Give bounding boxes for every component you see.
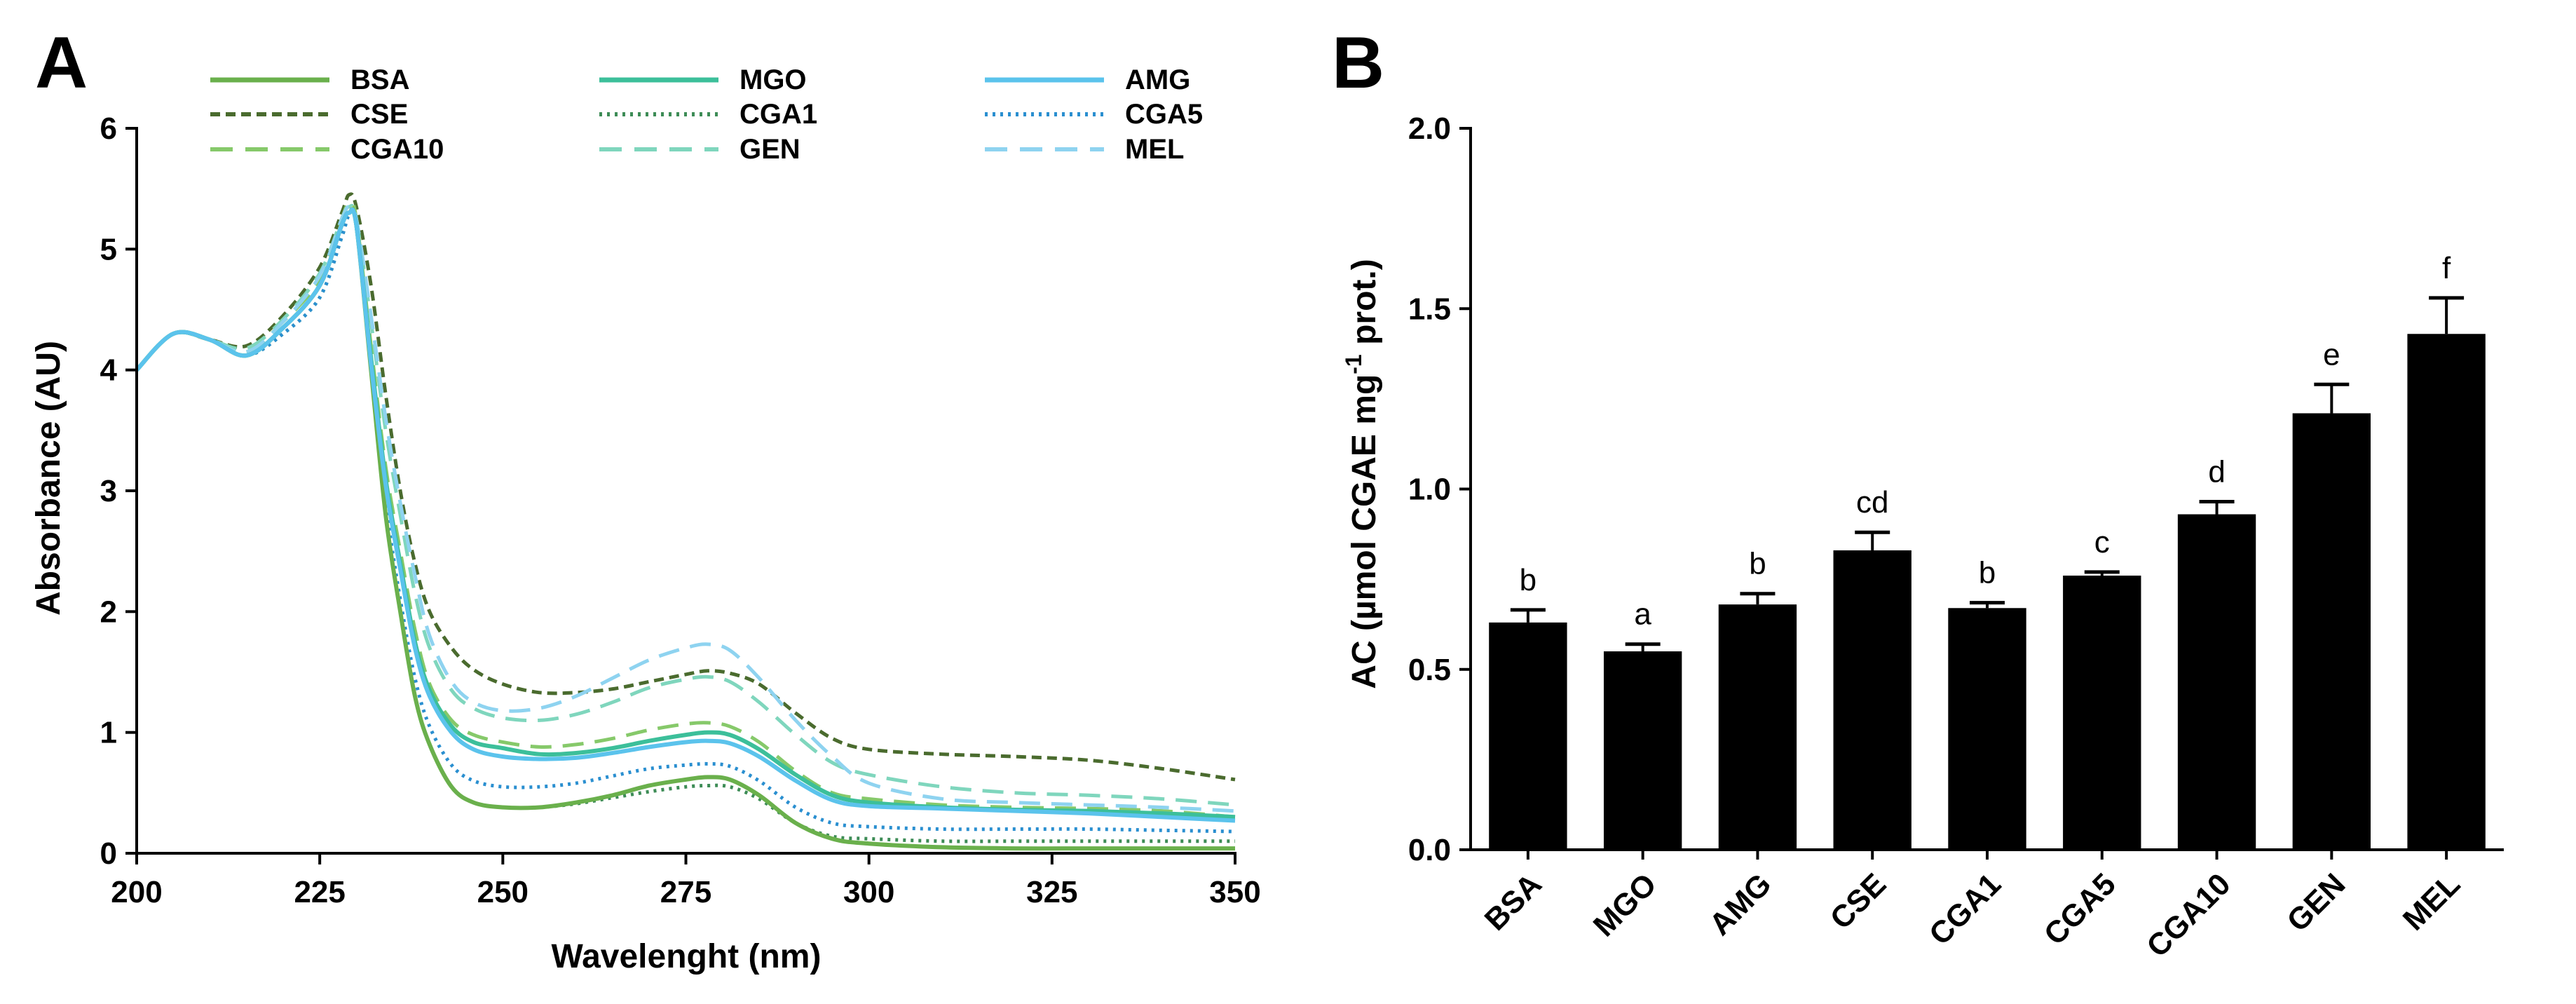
legend-label-cga10: CGA10 bbox=[350, 134, 444, 165]
legend-label-cse: CSE bbox=[350, 99, 408, 130]
y-tick-label: 6 bbox=[100, 111, 117, 146]
y-tick-label: 1.0 bbox=[1408, 473, 1451, 507]
legend-label-cga1: CGA1 bbox=[740, 99, 817, 130]
series-line-mel bbox=[135, 204, 1236, 813]
x-tick-label: 300 bbox=[843, 875, 894, 909]
series-line-amg bbox=[135, 207, 1236, 823]
significance-letter-cga1: b bbox=[1979, 556, 1996, 590]
series-line-cse bbox=[135, 192, 1236, 782]
bar-mgo bbox=[1603, 651, 1682, 850]
x-tick-label-cga5: CGA5 bbox=[2038, 867, 2122, 951]
y-tick-label: 3 bbox=[100, 474, 117, 508]
spectra-curves bbox=[135, 192, 1236, 851]
bar-cga10 bbox=[2177, 514, 2256, 850]
significance-letter-cga5: c bbox=[2094, 525, 2110, 559]
x-tick-label-cga1: CGA1 bbox=[1923, 867, 2008, 951]
x-tick-label-amg: AMG bbox=[1703, 867, 1778, 942]
significance-letter-gen: e bbox=[2323, 337, 2340, 372]
y-tick-label: 2 bbox=[100, 595, 117, 629]
legend: BSA MGO AMG CSE CGA1 CGA5 CGA10 GEN MEL bbox=[210, 65, 1203, 165]
significance-letter-mel: f bbox=[2442, 251, 2451, 285]
axes: 0 1 2 3 4 5 6 200 225 250 275 300 325 350 bbox=[100, 111, 1261, 909]
bar-gen bbox=[2292, 413, 2371, 850]
legend-label-mgo: MGO bbox=[740, 65, 807, 95]
bar-mel bbox=[2407, 334, 2486, 850]
panel-b-letter: B bbox=[1332, 22, 1384, 104]
y-axis-title: Absorbance (AU) bbox=[30, 341, 67, 616]
y-tick-label: 2.0 bbox=[1408, 111, 1451, 146]
bar-cga1 bbox=[1948, 608, 2026, 850]
y-tick-label: 1 bbox=[100, 716, 117, 750]
x-tick-label-cse: CSE bbox=[1824, 867, 1893, 936]
x-tick-label: 250 bbox=[477, 875, 529, 909]
x-tick-label: 275 bbox=[660, 875, 711, 909]
legend-label-bsa: BSA bbox=[350, 65, 409, 95]
x-tick-label-mel: MEL bbox=[2397, 867, 2467, 937]
y-axis-title: AC (µmol CGAE mg-1 prot.) bbox=[1341, 259, 1383, 688]
significance-letter-cga10: d bbox=[2208, 455, 2225, 489]
panel-a-letter: A bbox=[35, 22, 88, 104]
bar-bsa bbox=[1489, 622, 1567, 850]
significance-letter-amg: b bbox=[1749, 547, 1766, 581]
x-tick-label: 350 bbox=[1209, 875, 1260, 909]
bar-amg bbox=[1718, 604, 1797, 850]
legend-label-amg: AMG bbox=[1125, 65, 1190, 95]
x-tick-label-cga10: CGA10 bbox=[2140, 867, 2237, 963]
x-tick-label: 200 bbox=[111, 875, 162, 909]
x-tick-label-mgo: MGO bbox=[1587, 867, 1663, 943]
x-tick-label-gen: GEN bbox=[2280, 867, 2352, 938]
significance-letter-mgo: a bbox=[1634, 597, 1651, 632]
significance-letter-bsa: b bbox=[1520, 563, 1536, 597]
x-tick-label-bsa: BSA bbox=[1478, 867, 1548, 937]
bar-cse bbox=[1833, 550, 1911, 850]
significance-letter-cse: cd bbox=[1856, 485, 1888, 520]
y-tick-label: 0 bbox=[100, 836, 117, 871]
y-tick-label: 5 bbox=[100, 232, 117, 266]
series-line-cga1 bbox=[135, 208, 1235, 843]
legend-label-gen: GEN bbox=[740, 134, 800, 165]
legend-label-mel: MEL bbox=[1125, 134, 1184, 165]
y-tick-label: 0.0 bbox=[1408, 833, 1451, 867]
bar-cga5 bbox=[2063, 575, 2141, 850]
x-tick-label: 225 bbox=[294, 875, 345, 909]
series-line-cga5 bbox=[135, 208, 1236, 834]
y-tick-label: 0.5 bbox=[1408, 653, 1451, 687]
legend-label-cga5: CGA5 bbox=[1125, 99, 1203, 130]
y-tick-label: 4 bbox=[100, 353, 118, 388]
panel-a-line-chart: A BSA MGO AMG CSE CGA1 CGA5 CGA10 GEN MEL 0 1 2 3 4 5… bbox=[30, 22, 1261, 975]
y-tick-label: 1.5 bbox=[1408, 292, 1451, 326]
x-tick-label: 325 bbox=[1026, 875, 1077, 909]
x-axis-title: Wavelenght (nm) bbox=[552, 938, 822, 975]
